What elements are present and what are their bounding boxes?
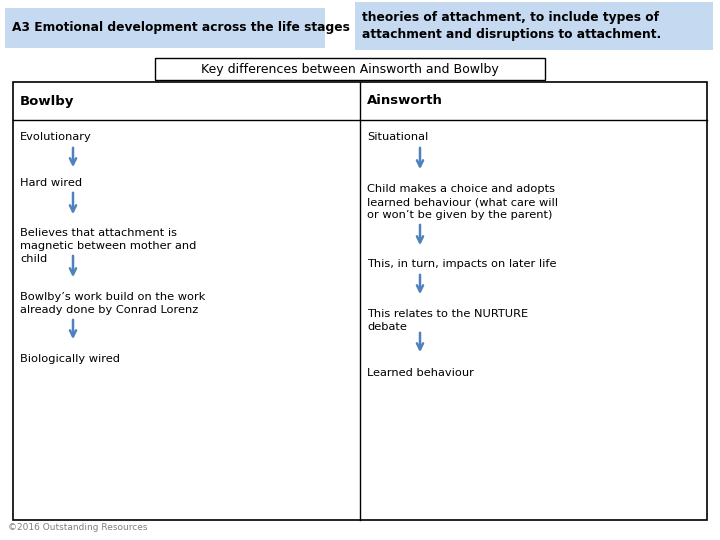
FancyBboxPatch shape — [5, 8, 325, 48]
Text: This, in turn, impacts on later life: This, in turn, impacts on later life — [367, 259, 557, 269]
FancyBboxPatch shape — [13, 82, 707, 520]
Text: ©2016 Outstanding Resources: ©2016 Outstanding Resources — [8, 523, 148, 532]
Text: Bowlby’s work build on the work
already done by Conrad Lorenz: Bowlby’s work build on the work already … — [20, 292, 205, 315]
Text: A3 Emotional development across the life stages: A3 Emotional development across the life… — [12, 22, 350, 35]
FancyBboxPatch shape — [355, 2, 713, 50]
Text: Child makes a choice and adopts
learned behaviour (what care will
or won’t be gi: Child makes a choice and adopts learned … — [367, 184, 558, 220]
Text: This relates to the NURTURE
debate: This relates to the NURTURE debate — [367, 309, 528, 332]
Text: Evolutionary: Evolutionary — [20, 132, 91, 142]
Text: Bowlby: Bowlby — [20, 94, 74, 107]
Text: Ainsworth: Ainsworth — [367, 94, 443, 107]
Text: Biologically wired: Biologically wired — [20, 354, 120, 364]
Text: Situational: Situational — [367, 132, 428, 142]
Text: Hard wired: Hard wired — [20, 178, 82, 188]
Text: Believes that attachment is
magnetic between mother and
child: Believes that attachment is magnetic bet… — [20, 228, 197, 265]
Text: theories of attachment, to include types of
attachment and disruptions to attach: theories of attachment, to include types… — [362, 11, 661, 41]
Text: Learned behaviour: Learned behaviour — [367, 368, 474, 378]
FancyBboxPatch shape — [155, 58, 545, 80]
Text: Key differences between Ainsworth and Bowlby: Key differences between Ainsworth and Bo… — [201, 63, 499, 76]
